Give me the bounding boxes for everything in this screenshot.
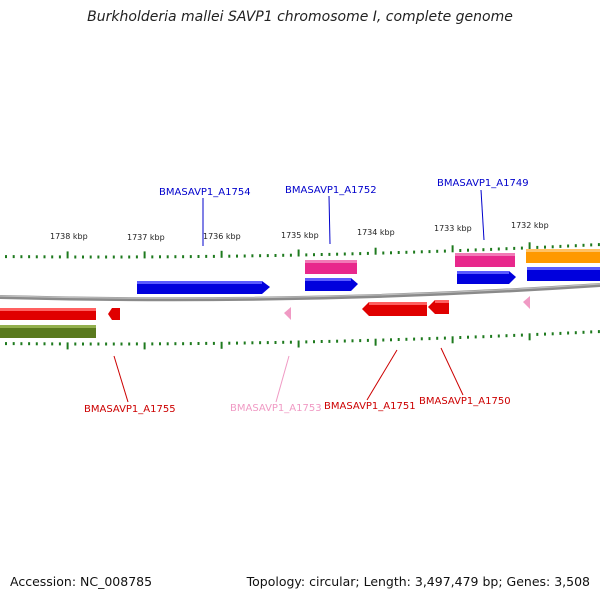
leader-a1753: [275, 355, 290, 403]
gene-label-a1749: BMASAVP1_A1749: [437, 178, 529, 189]
gene-olive-left[interactable]: [0, 325, 96, 338]
gene-bmasavp1-a1752[interactable]: [305, 278, 358, 291]
leader-a1755: [113, 355, 129, 403]
scale-label-1733: 1733 kbp: [434, 224, 472, 233]
gene-pink-1749-region[interactable]: [455, 253, 515, 267]
scale-label-1732: 1732 kbp: [511, 221, 549, 230]
gene-bmasavp1-a1752-pink[interactable]: [305, 260, 357, 274]
leader-a1751: [366, 349, 398, 401]
gene-label-a1752: BMASAVP1_A1752: [285, 185, 377, 196]
scale-label-1734: 1734 kbp: [357, 228, 395, 237]
gene-label-a1755: BMASAVP1_A1755: [84, 404, 176, 415]
scale-label-1736: 1736 kbp: [203, 232, 241, 241]
gene-pink-small-right[interactable]: [523, 296, 530, 309]
scale-label-1737: 1737 kbp: [127, 233, 165, 242]
map-title: Burkholderia mallei SAVP1 chromosome I, …: [87, 9, 513, 25]
scale-label-1738: 1738 kbp: [50, 232, 88, 241]
gene-label-a1751: BMASAVP1_A1751: [324, 401, 416, 412]
gene-label-a1750: BMASAVP1_A1750: [419, 396, 511, 407]
gene-red-small-left[interactable]: [108, 308, 120, 320]
leader-a1750: [440, 347, 464, 396]
scale-ticks-upper: [5, 242, 600, 259]
gene-bmasavp1-a1750[interactable]: [428, 300, 449, 314]
leader-a1752: [328, 195, 331, 245]
genome-summary-text: Topology: circular; Length: 3,497,479 bp…: [246, 574, 590, 589]
gene-label-a1754: BMASAVP1_A1754: [159, 187, 251, 198]
gene-bmasavp1-a1749[interactable]: [457, 271, 516, 284]
scale-label-1735: 1735 kbp: [281, 231, 319, 240]
gene-blue-right[interactable]: [527, 267, 600, 281]
gene-orange-right[interactable]: [526, 249, 600, 263]
leader-a1749: [480, 189, 485, 241]
gene-bmasavp1-a1751[interactable]: [362, 302, 427, 316]
chromosome-backbone: [0, 283, 600, 302]
scale-ticks-lower: [5, 330, 600, 350]
accession-text: Accession: NC_008785: [10, 574, 153, 589]
gene-bmasavp1-a1753[interactable]: [284, 307, 291, 320]
gene-bmasavp1-a1754[interactable]: [137, 281, 270, 294]
gene-label-a1753: BMASAVP1_A1753: [230, 403, 322, 414]
gene-bmasavp1-a1755[interactable]: [0, 308, 96, 320]
